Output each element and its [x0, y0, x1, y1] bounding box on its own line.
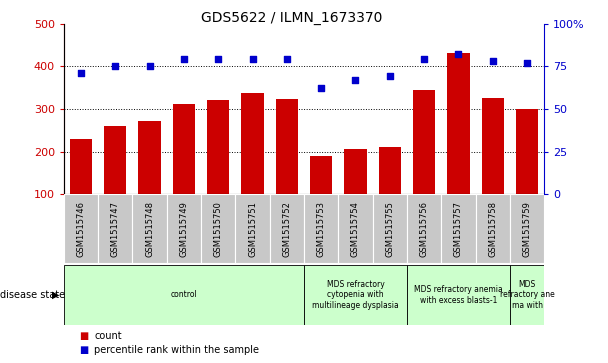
Text: ▶: ▶ — [52, 290, 60, 300]
Bar — [441, 194, 475, 263]
Point — [179, 57, 188, 62]
Text: disease state: disease state — [0, 290, 65, 300]
Bar — [235, 194, 270, 263]
Bar — [201, 194, 235, 263]
Bar — [133, 194, 167, 263]
Bar — [167, 194, 201, 263]
Text: GSM1515752: GSM1515752 — [282, 201, 291, 257]
Bar — [173, 104, 195, 194]
Text: GSM1515746: GSM1515746 — [77, 201, 86, 257]
Point — [282, 57, 292, 62]
Bar — [304, 194, 338, 263]
Point — [522, 60, 532, 66]
Bar — [70, 139, 92, 194]
Text: GSM1515748: GSM1515748 — [145, 201, 154, 257]
Bar — [344, 148, 367, 194]
Text: ■: ■ — [79, 331, 88, 341]
Point — [247, 57, 257, 62]
Bar — [407, 194, 441, 263]
Bar — [241, 93, 264, 194]
Bar — [98, 194, 133, 263]
Text: GSM1515749: GSM1515749 — [179, 201, 188, 257]
Bar — [482, 98, 504, 194]
Text: percentile rank within the sample: percentile rank within the sample — [94, 345, 259, 355]
Text: GDS5622 / ILMN_1673370: GDS5622 / ILMN_1673370 — [201, 11, 382, 25]
Bar — [310, 156, 333, 194]
Point — [351, 77, 361, 83]
Bar — [304, 265, 407, 325]
Point — [419, 57, 429, 62]
Bar — [275, 99, 298, 194]
Text: control: control — [171, 290, 197, 299]
Text: GSM1515747: GSM1515747 — [111, 201, 120, 257]
Point — [76, 70, 86, 76]
Point — [488, 58, 497, 64]
Bar — [64, 194, 98, 263]
Point — [454, 52, 463, 57]
Bar — [379, 147, 401, 194]
Bar — [510, 265, 544, 325]
Bar — [338, 194, 373, 263]
Text: GSM1515750: GSM1515750 — [214, 201, 223, 257]
Point — [316, 86, 326, 91]
Text: GSM1515756: GSM1515756 — [420, 201, 429, 257]
Bar — [510, 194, 544, 263]
Bar — [270, 194, 304, 263]
Bar — [373, 194, 407, 263]
Bar — [407, 265, 510, 325]
Bar — [516, 109, 538, 194]
Bar — [413, 90, 435, 194]
Text: GSM1515759: GSM1515759 — [522, 201, 531, 257]
Text: ■: ■ — [79, 345, 88, 355]
Point — [145, 63, 154, 69]
Point — [213, 57, 223, 62]
Text: GSM1515753: GSM1515753 — [317, 201, 326, 257]
Bar — [207, 99, 229, 194]
Text: GSM1515757: GSM1515757 — [454, 201, 463, 257]
Bar — [447, 53, 469, 194]
Text: GSM1515754: GSM1515754 — [351, 201, 360, 257]
Text: MDS refractory anemia
with excess blasts-1: MDS refractory anemia with excess blasts… — [414, 285, 503, 305]
Text: GSM1515755: GSM1515755 — [385, 201, 394, 257]
Text: MDS refractory
cytopenia with
multilineage dysplasia: MDS refractory cytopenia with multilinea… — [312, 280, 399, 310]
Text: GSM1515751: GSM1515751 — [248, 201, 257, 257]
Text: MDS
refractory ane
ma with: MDS refractory ane ma with — [500, 280, 554, 310]
Point — [385, 74, 395, 79]
Text: GSM1515758: GSM1515758 — [488, 201, 497, 257]
Bar — [475, 194, 510, 263]
Point — [111, 63, 120, 69]
Text: count: count — [94, 331, 122, 341]
Bar — [139, 121, 161, 194]
Bar — [64, 265, 304, 325]
Bar — [104, 126, 126, 194]
